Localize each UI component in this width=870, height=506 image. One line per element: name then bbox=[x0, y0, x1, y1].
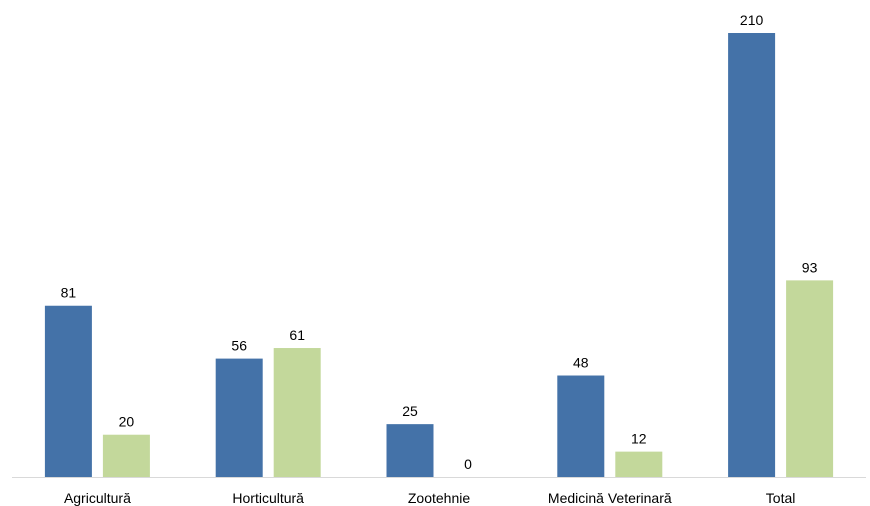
bar-series-1-1 bbox=[44, 305, 92, 477]
category-label: Medicină Veterinară bbox=[548, 490, 672, 506]
data-label-series-1-4: 48 bbox=[573, 355, 589, 371]
bar-series-1-2 bbox=[215, 358, 263, 477]
category-label: Horticultură bbox=[232, 490, 304, 506]
bar-series-1-4 bbox=[557, 375, 605, 477]
bar-series-2-2 bbox=[273, 348, 321, 477]
bar-series-1-3 bbox=[386, 424, 434, 477]
bar-series-2-1 bbox=[102, 434, 150, 477]
data-label-series-1-2: 56 bbox=[231, 338, 247, 354]
bar-series-1-5 bbox=[728, 33, 776, 477]
data-labels-layer: 81 20 56 61 25 0 48 12 210 93 bbox=[61, 12, 818, 472]
data-label-series-2-4: 12 bbox=[631, 431, 647, 447]
data-label-series-2-1: 20 bbox=[119, 414, 135, 430]
bar-series-2-5 bbox=[786, 280, 834, 477]
data-label-series-1-1: 81 bbox=[61, 285, 77, 301]
data-label-series-1-5: 210 bbox=[740, 12, 764, 28]
data-label-series-2-5: 93 bbox=[802, 259, 818, 275]
category-label: Total bbox=[766, 490, 796, 506]
category-labels-layer: Agricultură Horticultură Zootehnie Medicină… bbox=[64, 490, 795, 506]
category-label: Agricultură bbox=[64, 490, 131, 506]
bar-series-2-4 bbox=[615, 451, 663, 477]
bars-layer bbox=[44, 33, 834, 477]
data-label-series-2-3: 0 bbox=[464, 456, 472, 472]
data-label-series-1-3: 25 bbox=[402, 403, 418, 419]
category-label: Zootehnie bbox=[408, 490, 470, 506]
data-label-series-2-2: 61 bbox=[289, 327, 305, 343]
